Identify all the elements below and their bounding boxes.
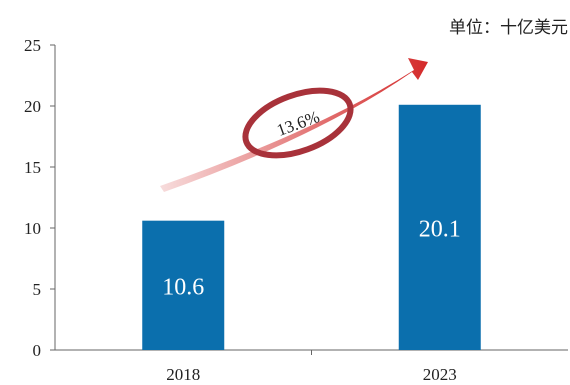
bar-2018 xyxy=(142,220,225,350)
y-tick-label: 0 xyxy=(33,341,42,360)
y-tick-label: 20 xyxy=(24,97,41,116)
bar-data-label: 10.6 xyxy=(162,274,204,300)
x-tick-label: 2018 xyxy=(166,365,200,384)
growth-arrow xyxy=(160,58,428,192)
y-tick-label: 10 xyxy=(24,219,41,238)
bars: 10.6 20.1 xyxy=(142,104,481,350)
y-tick-label: 5 xyxy=(33,280,42,299)
unit-label: 单位：十亿美元 xyxy=(449,18,568,38)
x-tick-label: 2023 xyxy=(423,365,457,384)
y-tick-label: 25 xyxy=(24,36,41,55)
x-axis: 2018 2023 xyxy=(55,349,568,384)
growth-ellipse xyxy=(242,87,354,159)
y-axis: 0 5 10 15 20 25 xyxy=(24,36,56,360)
y-tick-label: 15 xyxy=(24,158,41,177)
bar-data-label: 20.1 xyxy=(419,216,461,242)
growth-annotation: 13.6% xyxy=(160,58,428,192)
bar-2023 xyxy=(398,104,481,350)
